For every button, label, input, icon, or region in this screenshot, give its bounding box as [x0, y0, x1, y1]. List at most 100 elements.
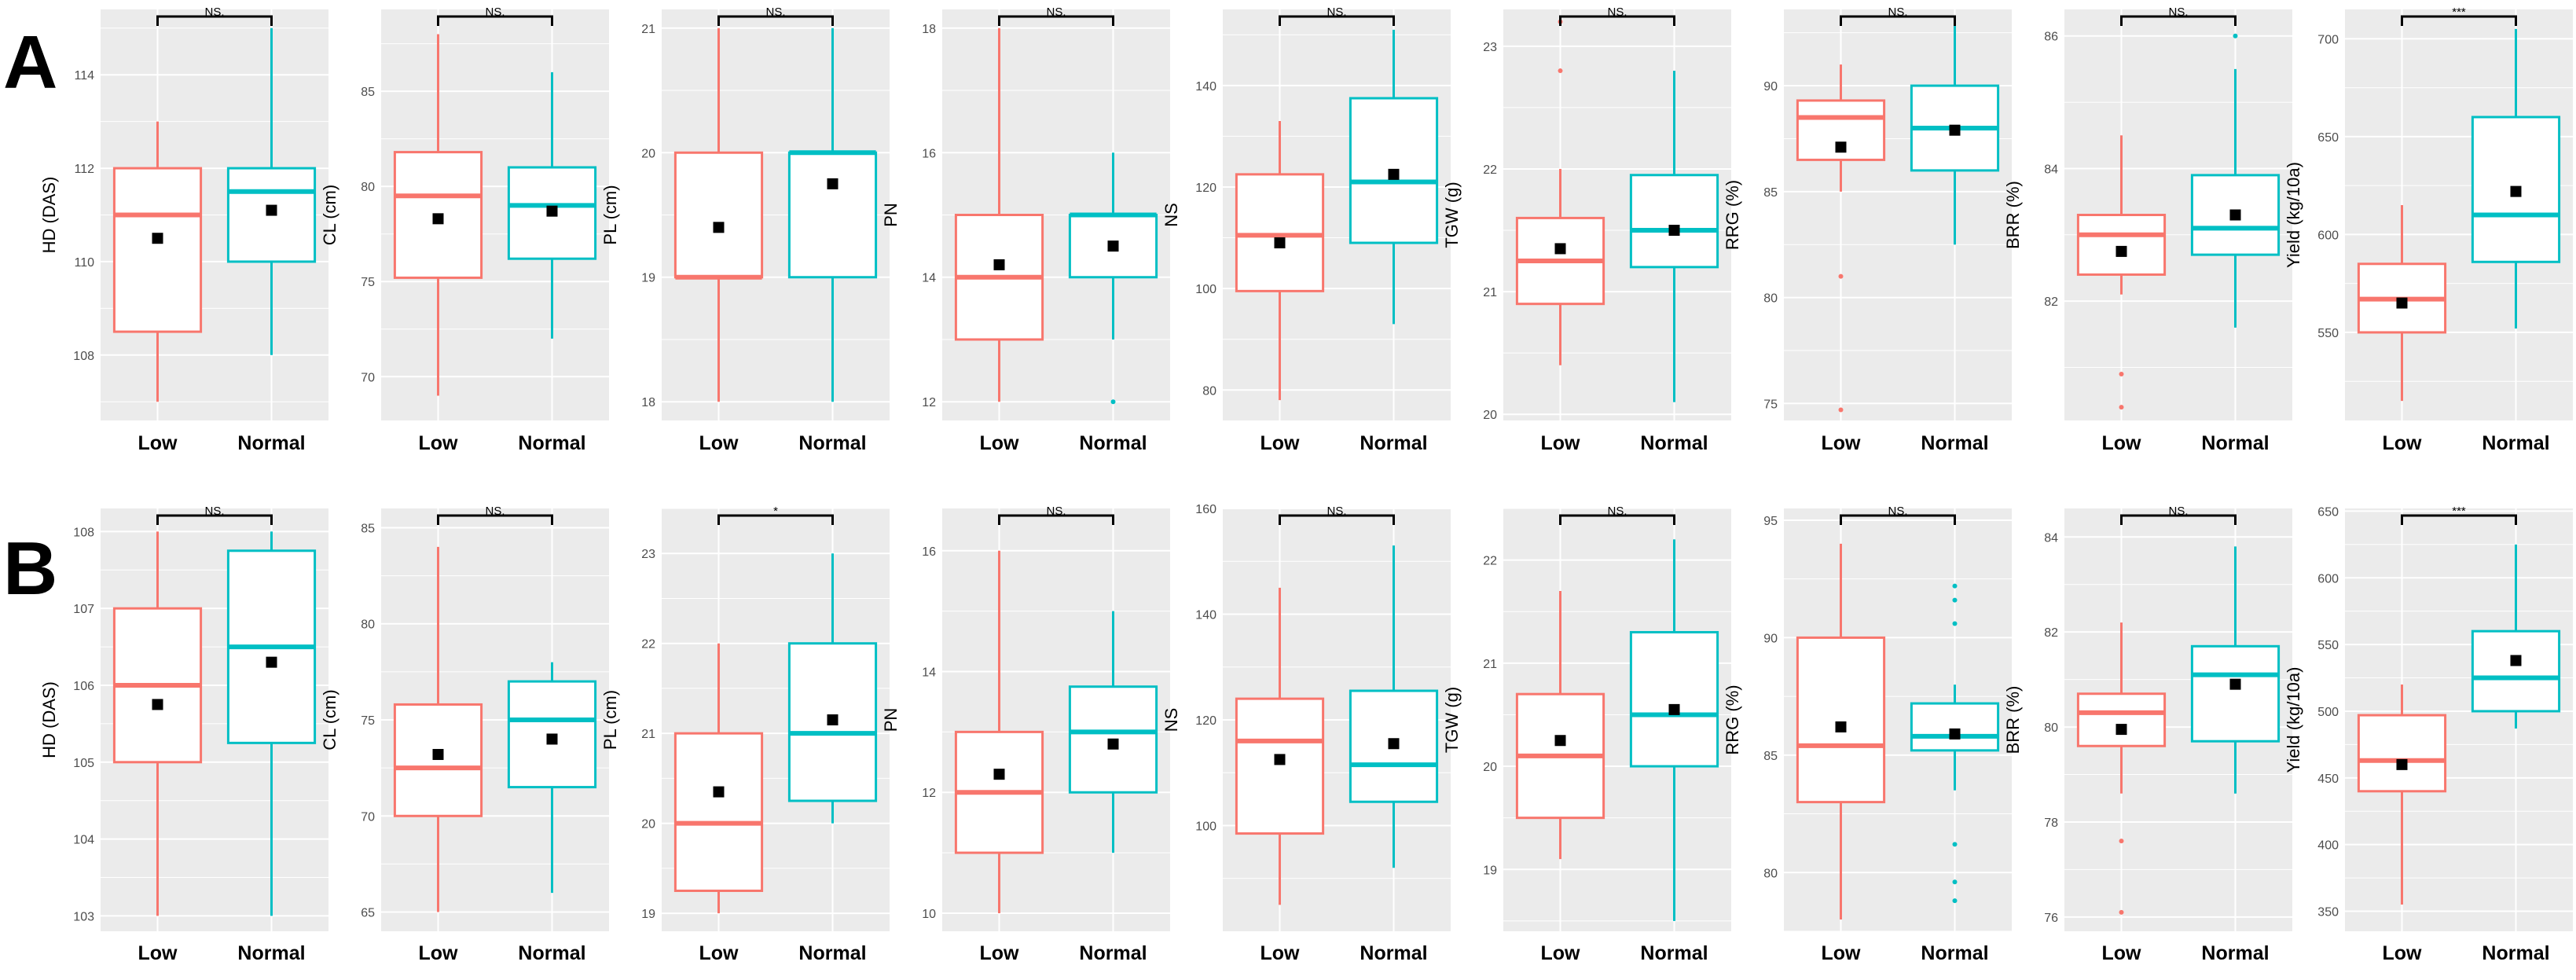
x-category-label: Normal [237, 942, 305, 964]
box-low [2357, 685, 2447, 905]
box-iqr [1629, 174, 1719, 269]
y-axis-label: PL (cm) [600, 690, 620, 750]
box-low [2076, 135, 2167, 410]
y-tick-label: 450 [2317, 773, 2339, 786]
x-category-label: Low [2383, 942, 2423, 964]
significance-bracket [717, 514, 834, 525]
mean-marker [1835, 721, 1847, 732]
outlier-point [2119, 839, 2124, 844]
y-tick-label: 120 [1195, 714, 1216, 728]
significance-bracket [2401, 15, 2517, 26]
mean-marker [827, 178, 838, 189]
box-low [1235, 587, 1325, 905]
y-axis-label: PN [881, 203, 901, 227]
mean-marker [993, 259, 1005, 270]
y-tick-label: 140 [1195, 80, 1216, 94]
box-normal [1349, 29, 1439, 325]
y-tick-label: 10 [922, 908, 936, 921]
x-category-label: Low [1260, 432, 1301, 454]
x-category-label: Low [2102, 432, 2142, 454]
y-tick-label: 550 [2317, 327, 2339, 340]
y-axis-label: CL (cm) [320, 185, 339, 245]
y-tick-label: 12 [922, 396, 936, 409]
y-tick-label: 16 [922, 545, 936, 559]
outlier-point [1838, 273, 1844, 279]
x-category-label: Low [419, 432, 459, 454]
box-normal [507, 662, 597, 894]
outlier-point [1110, 399, 1116, 405]
subplot-b-6: 19 20 21 22 TGW (g) Low Normal NS. [1442, 505, 1731, 964]
outlier-point [1952, 597, 1958, 603]
x-category-label: Normal [1079, 942, 1147, 964]
x-category-label: Low [980, 942, 1020, 964]
y-tick-label: 84 [2044, 163, 2058, 176]
significance-label: *** [2452, 505, 2466, 518]
box-iqr [2357, 714, 2447, 793]
box-iqr [112, 167, 203, 333]
y-tick-label: 18 [641, 396, 655, 409]
box-normal [787, 28, 878, 402]
x-category-label: Normal [1921, 942, 1988, 964]
y-tick-label: 21 [641, 23, 655, 36]
significance-label: NS. [2168, 505, 2188, 518]
y-tick-label: 19 [1483, 864, 1497, 877]
x-category-label: Normal [1360, 942, 1427, 964]
significance-label: NS. [1607, 505, 1627, 518]
box-low [954, 550, 1044, 913]
box-normal [1629, 539, 1719, 921]
y-tick-label: 80 [1763, 292, 1778, 306]
x-category-label: Low [1541, 942, 1581, 964]
y-tick-label: 105 [73, 757, 94, 770]
significance-label: NS. [204, 6, 224, 19]
significance-bracket [1840, 15, 1956, 26]
mean-marker [432, 213, 444, 225]
significance-label: *** [2452, 6, 2466, 19]
x-category-label: Normal [1640, 432, 1708, 454]
y-tick-label: 22 [1483, 163, 1497, 177]
x-category-label: Low [699, 942, 739, 964]
subplot-a-9: 550 600 650 700 Yield (kg/10a) Low Normal *** [2284, 6, 2573, 454]
y-axis-label: Yield (kg/10a) [2284, 667, 2303, 773]
y-tick-label: 22 [641, 638, 655, 651]
mean-marker [1668, 225, 1680, 237]
mean-marker [2229, 678, 2241, 690]
y-tick-label: 350 [2317, 906, 2339, 919]
box-iqr [1796, 636, 1886, 804]
significance-label: * [773, 505, 778, 518]
y-tick-label: 80 [1763, 867, 1778, 880]
box-normal [787, 553, 878, 824]
x-category-label: Normal [798, 942, 866, 964]
mean-marker [2115, 245, 2127, 257]
x-category-label: Low [699, 432, 739, 454]
y-axis-label: NS [1161, 708, 1181, 732]
y-tick-label: 85 [1763, 186, 1778, 200]
mean-marker [266, 204, 277, 216]
y-tick-label: 85 [361, 86, 375, 99]
box-normal [507, 72, 597, 339]
y-tick-label: 110 [74, 256, 94, 270]
y-tick-label: 86 [2044, 31, 2058, 44]
y-tick-label: 23 [641, 548, 655, 561]
mean-marker [2510, 655, 2522, 666]
y-tick-label: 90 [1763, 80, 1778, 94]
x-category-label: Normal [1360, 432, 1427, 454]
box-iqr [2471, 629, 2561, 713]
mean-marker [713, 786, 725, 798]
y-axis-label: TGW (g) [1442, 182, 1462, 248]
box-iqr [2190, 644, 2281, 743]
significance-label: NS. [1888, 6, 1907, 19]
subplot-b-8: 76 78 80 82 84 BRR (%) Low Normal NS. [2003, 505, 2292, 964]
subplot-b-7: 80 85 90 95 RRG (%) Low Normal NS. [1723, 505, 2012, 964]
y-tick-label: 140 [1195, 609, 1216, 622]
y-tick-label: 600 [2317, 572, 2339, 585]
y-tick-label: 106 [73, 680, 94, 693]
y-tick-label: 70 [361, 810, 375, 824]
y-tick-label: 500 [2317, 706, 2339, 719]
significance-bracket [156, 15, 273, 26]
box-iqr [787, 151, 878, 279]
y-tick-label: 108 [73, 526, 94, 539]
y-axis-label: Yield (kg/10a) [2284, 162, 2303, 268]
box-normal [1910, 583, 2000, 904]
x-category-label: Low [980, 432, 1020, 454]
